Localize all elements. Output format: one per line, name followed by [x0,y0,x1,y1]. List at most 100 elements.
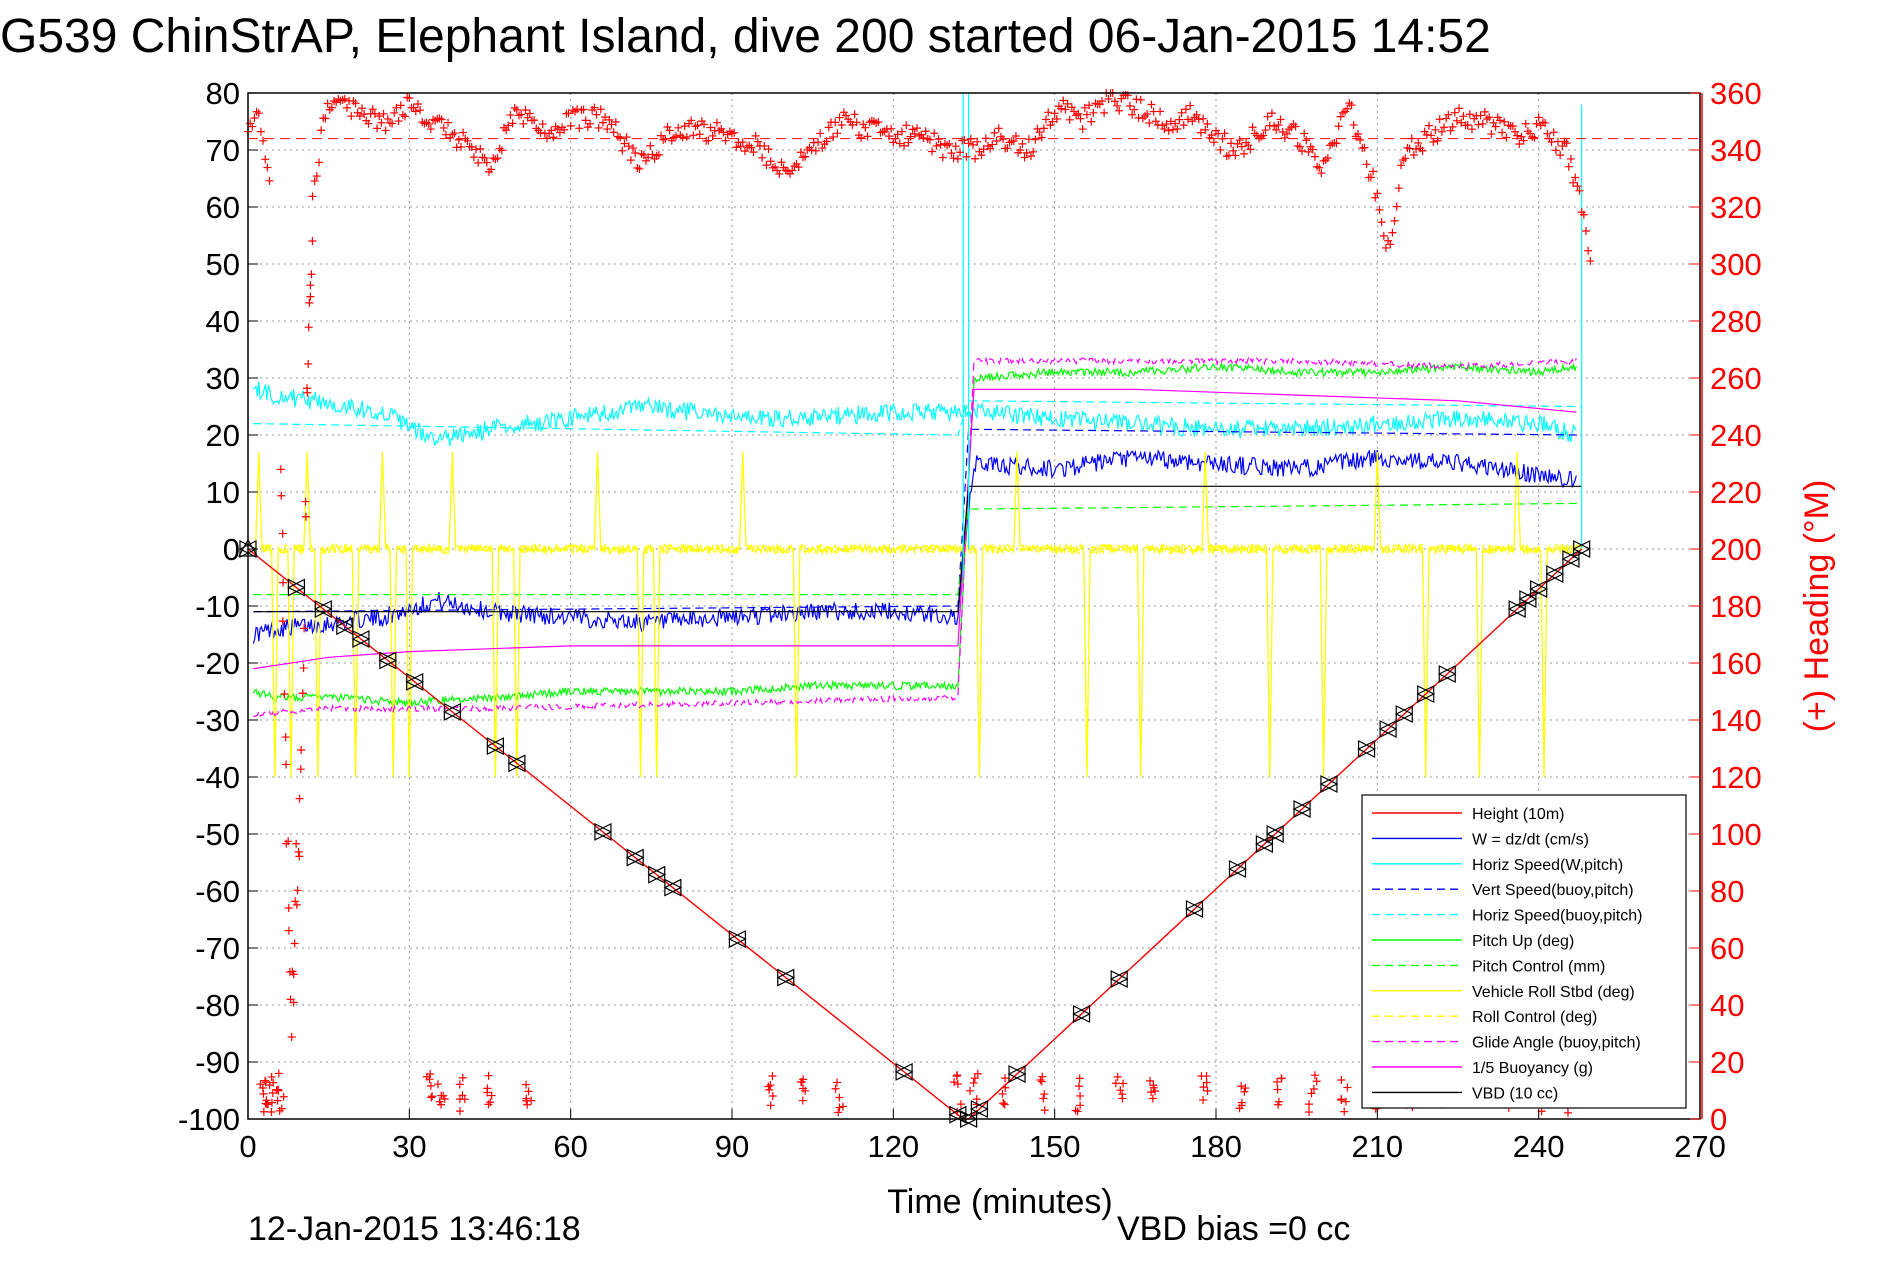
heading-point [794,163,803,172]
heading-point [1308,145,1317,154]
heading-point [401,112,410,121]
heading-point [833,129,842,138]
heading-point [259,1107,268,1116]
heading-point [486,1098,495,1107]
heading-point [1168,125,1177,134]
heading-point [310,177,319,186]
heading-point [261,1076,270,1085]
heading-point [777,158,786,167]
y-tick-label: -20 [195,646,240,681]
heading-point [297,746,306,755]
y2-tick-label: 260 [1710,361,1762,396]
heading-point [469,153,478,162]
heading-point [300,624,309,633]
heading-point [459,128,468,137]
heading-point [839,1102,848,1111]
heading-point [301,512,310,521]
heading-point [439,123,448,132]
heading-point [1110,97,1119,106]
heading-point [620,139,629,148]
heading-point [908,125,917,134]
x-tick-label: 0 [239,1129,256,1164]
heading-point [925,135,934,144]
x-tick-label: 60 [553,1129,587,1164]
heading-point [517,110,526,119]
heading-point [609,128,618,137]
heading-point [364,119,373,128]
heading-point [674,123,683,132]
heading-point [434,1080,443,1089]
heading-point [491,155,500,164]
height-marker [287,578,305,597]
heading-point [306,292,315,301]
heading-point [1513,131,1522,140]
heading-point [566,121,575,130]
heading-point [416,106,425,115]
y2-tick-label: 0 [1710,1102,1727,1137]
heading-point [717,124,726,133]
heading-point [906,132,915,141]
heading-point [521,106,530,115]
y2-tick-label: 20 [1710,1045,1744,1080]
heading-point [762,161,771,170]
heading-point [601,113,610,122]
heading-point [960,136,969,145]
y2-tick-label: 120 [1710,760,1762,795]
heading-point [284,837,293,846]
heading-point [294,847,303,856]
heading-point [261,155,270,164]
heading-point [801,152,810,161]
series-roll-control-deg [252,452,1583,778]
heading-point [1312,1077,1321,1086]
heading-point [831,1084,840,1093]
heading-point [618,146,627,155]
heading-point [1175,115,1184,124]
heading-point [484,1100,493,1109]
heading-point [1186,101,1195,110]
heading-point [256,127,265,136]
heading-point [510,104,519,113]
heading-point [682,132,691,141]
heading-point [824,123,833,132]
heading-point [657,131,666,140]
heading-point [1304,147,1313,156]
heading-point [637,149,646,158]
heading-point [953,1080,962,1089]
height-marker [1379,720,1398,738]
heading-point [1551,146,1560,155]
heading-point [1197,1072,1206,1081]
heading-point [833,1078,842,1087]
heading-point [1534,113,1543,122]
heading-point [586,119,595,128]
heading-point [1116,1086,1125,1095]
legend-item-label: Roll Control (deg) [1472,1009,1597,1026]
heading-point [1390,216,1399,225]
heading-point [381,126,390,135]
heading-point [835,1093,844,1102]
heading-point [654,150,663,159]
heading-point [1011,131,1020,140]
heading-point [1052,115,1061,124]
heading-point [1089,108,1098,117]
heading-point [598,118,607,127]
heading-point [549,133,558,142]
heading-point [1291,122,1300,131]
heading-point [1080,103,1089,112]
heading-point [1074,109,1083,118]
series-heading [244,89,1595,1117]
heading-point [1087,117,1096,126]
heading-point [973,1069,982,1078]
heading-point [934,135,943,144]
heading-point [325,105,334,114]
heading-point [611,118,620,127]
heading-point [1235,136,1244,145]
heading-point [1345,99,1354,108]
heading-point [633,163,642,172]
heading-point [437,115,446,124]
heading-point [375,111,384,120]
heading-point [1343,1083,1352,1092]
y2-tick-label: 320 [1710,190,1762,225]
heading-point [635,164,644,173]
heading-point [1467,125,1476,134]
y-tick-label: 60 [206,190,240,225]
